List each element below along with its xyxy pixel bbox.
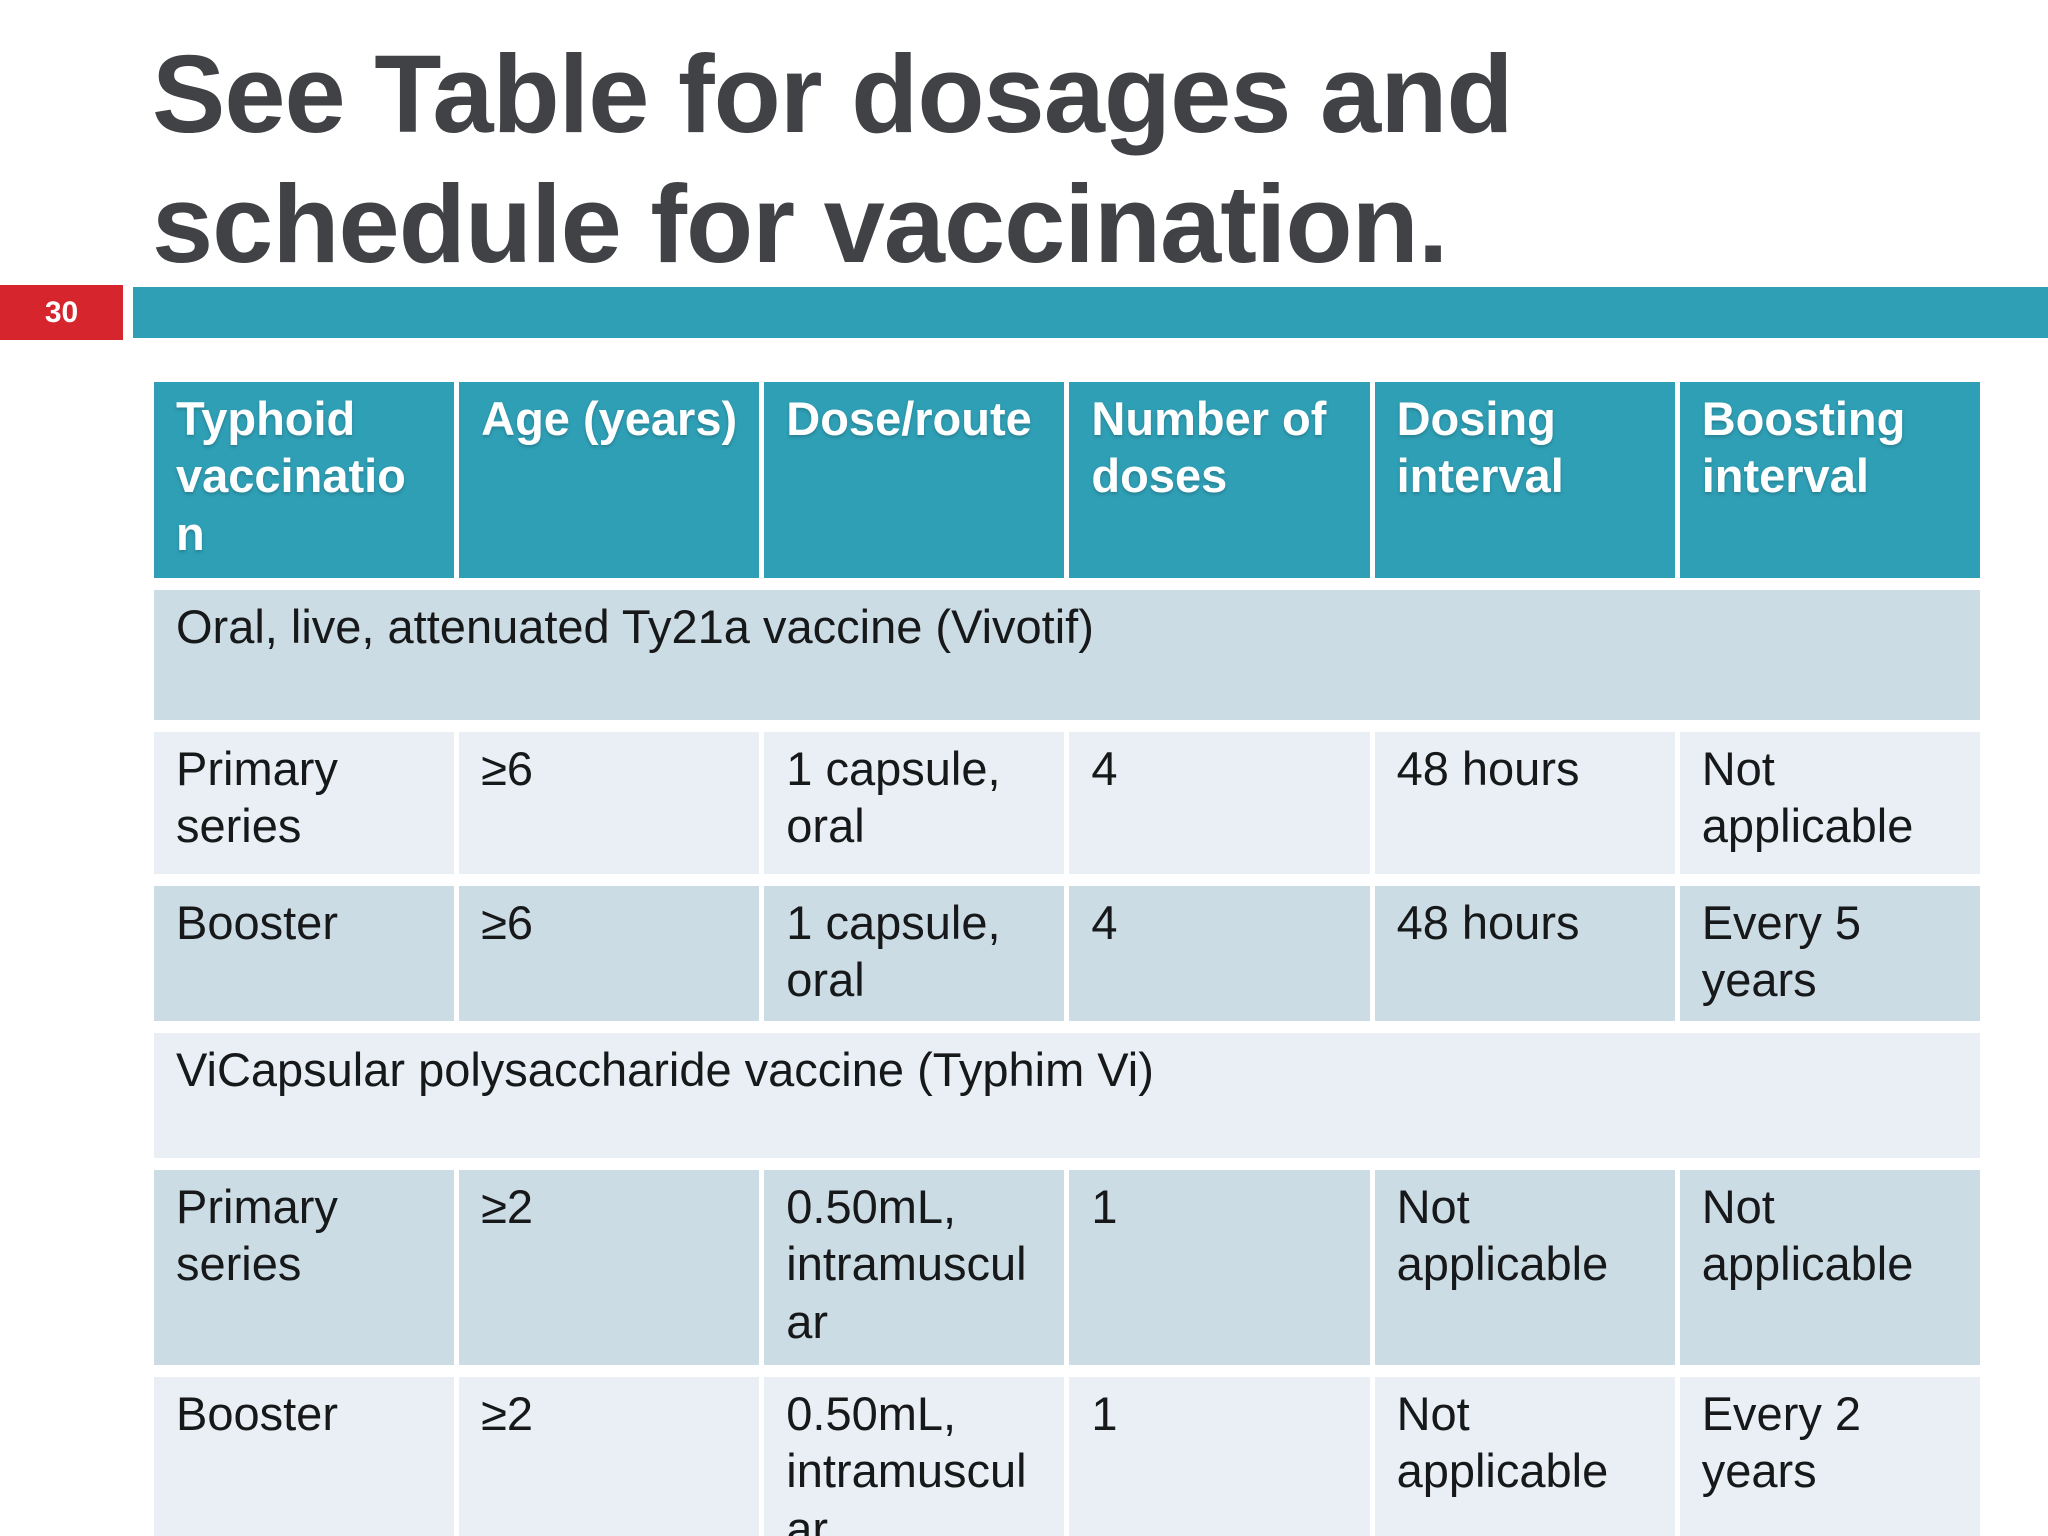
slide-title-line-2: schedule for vaccination. <box>152 162 1448 286</box>
accent-bar <box>133 287 2048 338</box>
page-number: 30 <box>44 295 79 329</box>
table-cell: ≥2 <box>459 1377 760 1536</box>
table-header-row: Typhoid vaccination Age (years) Dose/rou… <box>154 382 1980 578</box>
column-header-number-of-doses: Number of doses <box>1069 382 1370 578</box>
column-header-dosing-interval: Dosing interval <box>1374 382 1675 578</box>
column-header-typhoid-vaccination: Typhoid vaccination <box>154 382 455 578</box>
table-cell: Not applicable <box>1679 732 1980 874</box>
page-number-badge: 30 <box>0 285 123 340</box>
table-row-booster-oral: Booster ≥6 1 capsule, oral 4 48 hours Ev… <box>154 886 1980 1021</box>
column-header-dose-route: Dose/route <box>764 382 1065 578</box>
table-cell: Primary series <box>154 1170 455 1365</box>
table-cell: Booster <box>154 886 455 1021</box>
table-cell: 1 <box>1069 1377 1370 1536</box>
vaccination-table-container: Typhoid vaccination Age (years) Dose/rou… <box>149 370 1985 1536</box>
table-row-primary-series-oral: Primary series ≥6 1 capsule, oral 4 48 h… <box>154 732 1980 874</box>
table-cell: ≥6 <box>459 886 760 1021</box>
column-header-age-years: Age (years) <box>459 382 760 578</box>
section-label-oral-ty21a: Oral, live, attenuated Ty21a vaccine (Vi… <box>154 590 1980 720</box>
table-row-primary-series-vi: Primary series ≥2 0.50mL, intramuscular … <box>154 1170 1980 1365</box>
vaccination-table: Typhoid vaccination Age (years) Dose/rou… <box>149 370 1985 1536</box>
table-cell: Not applicable <box>1679 1170 1980 1365</box>
table-cell: Every 2 years <box>1679 1377 1980 1536</box>
slide-title: See Table for dosages and schedule for v… <box>152 30 1952 290</box>
slide-title-line-1: See Table for dosages and <box>152 33 1514 156</box>
table-cell: 0.50mL, intramuscular <box>764 1170 1065 1365</box>
table-cell: Not applicable <box>1374 1377 1675 1536</box>
table-cell: 4 <box>1069 732 1370 874</box>
table-cell: 4 <box>1069 886 1370 1021</box>
table-cell: ≥6 <box>459 732 760 874</box>
table-cell: 48 hours <box>1374 886 1675 1021</box>
table-cell: Not applicable <box>1374 1170 1675 1365</box>
table-cell: 1 capsule, oral <box>764 886 1065 1021</box>
table-cell: Booster <box>154 1377 455 1536</box>
table-cell: 1 <box>1069 1170 1370 1365</box>
section-row-vi-capsular: ViCapsular polysaccharide vaccine (Typhi… <box>154 1033 1980 1158</box>
table-cell: Every 5 years <box>1679 886 1980 1021</box>
table-row-booster-vi: Booster ≥2 0.50mL, intramuscular 1 Not a… <box>154 1377 1980 1536</box>
section-label-vi-capsular: ViCapsular polysaccharide vaccine (Typhi… <box>154 1033 1980 1158</box>
table-cell: 1 capsule, oral <box>764 732 1065 874</box>
column-header-boosting-interval: Boosting interval <box>1679 382 1980 578</box>
table-cell: 48 hours <box>1374 732 1675 874</box>
section-row-oral-ty21a: Oral, live, attenuated Ty21a vaccine (Vi… <box>154 590 1980 720</box>
table-cell: 0.50mL, intramuscular <box>764 1377 1065 1536</box>
table-cell: ≥2 <box>459 1170 760 1365</box>
table-cell: Primary series <box>154 732 455 874</box>
